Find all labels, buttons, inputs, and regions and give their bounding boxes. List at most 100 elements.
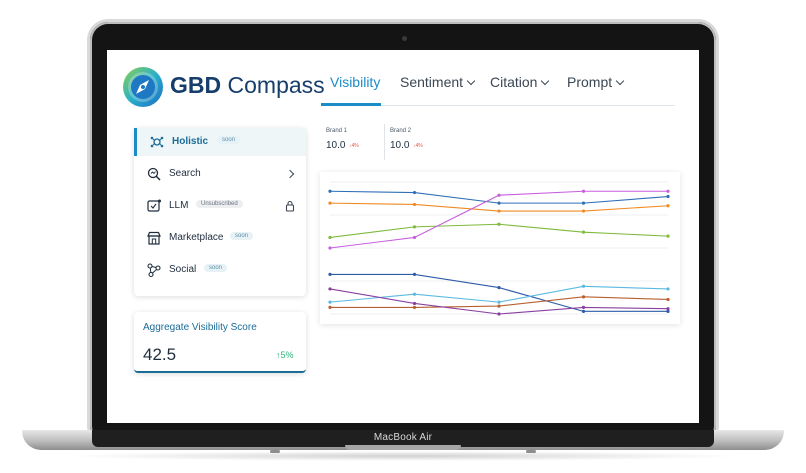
sidebar-item-holistic[interactable]: Holistic soon [134,128,306,156]
sidebar-item-marketplace[interactable]: Marketplace soon [134,224,306,252]
data-point-4-0[interactable] [328,272,332,276]
data-point-0-3[interactable] [581,201,586,205]
unsubscribed-badge: Unsubscribed [196,200,243,208]
chevron-down-icon [466,76,476,86]
data-point-5-1[interactable] [412,292,417,296]
lock-icon [285,200,295,212]
tabs-divider [321,105,675,106]
camera-dot [402,36,407,41]
brand-divider [384,124,385,160]
data-point-7-0[interactable] [328,287,332,291]
compass-logo-icon [123,67,163,107]
holistic-icon [150,136,164,148]
data-point-7-4[interactable] [666,307,670,311]
data-point-3-3[interactable] [581,189,586,193]
sidebar-item-llm[interactable]: LLM Unsubscribed [134,192,306,220]
tab-prompt[interactable]: Prompt [567,74,625,90]
search-icon [147,167,161,181]
sidebar-item-label: Marketplace [169,232,224,243]
data-point-6-2[interactable] [497,304,501,308]
data-point-1-2[interactable] [497,209,501,213]
social-icon [147,263,161,278]
chart-svg [328,181,670,316]
data-point-0-4[interactable] [666,194,670,199]
data-point-3-1[interactable] [412,235,417,240]
brand-stat-2: Brand 2 10.0 ↓4% [390,128,450,164]
data-point-2-3[interactable] [581,230,586,234]
data-point-6-0[interactable] [328,305,332,309]
data-point-0-1[interactable] [412,190,417,195]
brand-stat-1: Brand 1 10.0 ↓4% [326,128,386,164]
sidebar-item-label: LLM [169,200,189,211]
data-point-7-2[interactable] [497,312,501,316]
data-point-1-0[interactable] [328,201,332,205]
score-delta: ↑5% [276,350,294,360]
brand-value: 10.0 [326,140,346,151]
data-point-2-2[interactable] [497,222,501,226]
llm-icon [147,199,161,212]
laptop-notch [345,445,461,450]
laptop-hinge [92,430,714,447]
series-line-3 [329,190,668,249]
marketplace-icon [147,231,161,245]
data-point-3-4[interactable] [666,189,670,193]
data-point-1-1[interactable] [412,202,417,207]
active-tab-indicator [321,103,381,106]
sidebar-menu: Holistic soon Search LLM Unsubscribed [134,128,306,296]
brand-name: Brand 2 [390,128,412,134]
app-brand: GBD Compass [170,72,325,98]
brand-delta: ↓4% [349,143,359,149]
data-point-4-3[interactable] [581,309,586,313]
laptop-foot-left [270,450,280,453]
data-point-4-4[interactable] [666,309,670,313]
data-point-7-3[interactable] [581,305,586,309]
top-tabs: Visibility Sentiment Citation Prompt [321,74,675,106]
laptop-shadow [60,451,746,461]
sidebar-item-social[interactable]: Social soon [134,256,306,284]
laptop-foot-right [526,450,536,453]
data-point-7-1[interactable] [412,301,417,306]
aggregate-score-card: Aggregate Visibility Score 42.5 ↑5% [134,312,306,373]
series-line-2 [329,223,669,238]
score-title: Aggregate Visibility Score [143,322,257,333]
chevron-down-icon [615,76,625,86]
data-point-5-0[interactable] [328,300,332,304]
data-point-5-4[interactable] [666,287,670,291]
data-point-2-0[interactable] [328,235,332,240]
data-point-3-2[interactable] [497,193,501,197]
sidebar-item-search[interactable]: Search [134,160,306,188]
data-point-2-1[interactable] [412,225,417,229]
chevron-right-icon [285,169,295,179]
data-point-4-1[interactable] [412,272,417,276]
sidebar-item-label: Social [169,264,197,275]
data-point-0-0[interactable] [328,189,332,193]
data-point-6-4[interactable] [666,297,670,302]
soon-badge: soon [230,232,254,240]
series-line-0 [329,190,669,204]
tab-citation[interactable]: Citation [490,74,550,90]
data-point-5-2[interactable] [497,300,501,304]
soon-badge: soon [217,136,241,144]
data-point-6-1[interactable] [412,305,417,309]
data-point-2-4[interactable] [666,234,670,238]
data-point-5-3[interactable] [581,284,586,288]
data-point-3-0[interactable] [328,246,332,250]
data-point-6-3[interactable] [581,295,586,299]
tab-visibility[interactable]: Visibility [330,74,381,90]
brand-delta: ↓4% [413,143,423,149]
data-point-1-4[interactable] [666,204,670,208]
visibility-line-chart [320,172,680,324]
sidebar-item-label: Holistic [172,136,209,147]
soon-badge: soon [204,264,228,272]
app-screen: GBD Compass Visibility Sentiment Citatio… [107,50,699,423]
chevron-down-icon [541,76,550,86]
data-point-4-2[interactable] [497,286,501,290]
brand-name: Brand 1 [326,128,348,134]
tab-sentiment[interactable]: Sentiment [400,74,476,90]
brand-value: 10.0 [390,140,410,151]
data-point-1-3[interactable] [581,209,586,213]
sidebar-item-label: Search [169,168,201,179]
data-point-0-2[interactable] [497,201,501,205]
score-value: 42.5 [143,345,177,364]
device-label: MacBook Air [373,432,433,443]
